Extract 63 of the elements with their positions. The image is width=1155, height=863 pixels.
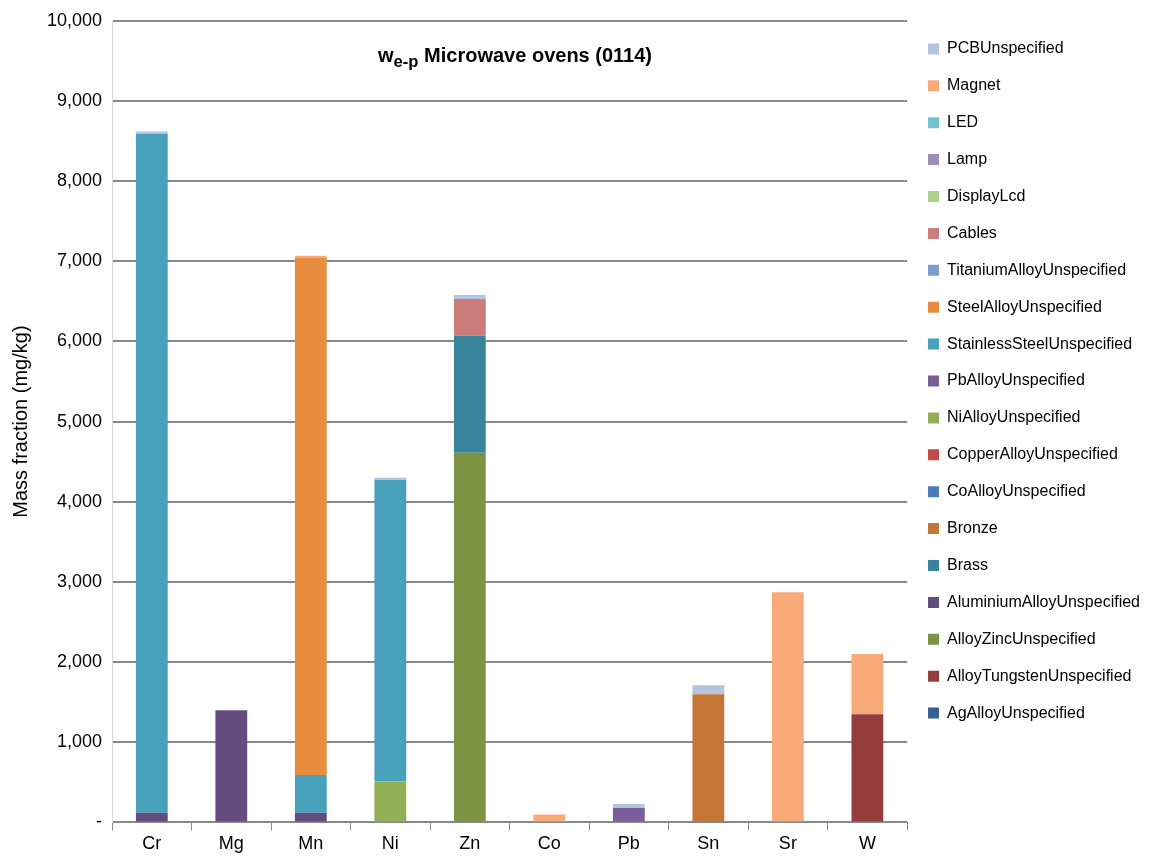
bar	[294, 258, 327, 776]
bar	[453, 294, 486, 299]
y-tick-label: 6,000	[57, 330, 103, 351]
legend-label: PCBUnspecified	[947, 39, 1064, 57]
x-tick-label: W	[858, 833, 876, 854]
legend-label: Bronze	[947, 519, 998, 537]
bar	[374, 480, 407, 782]
legend-label: StainlessSteelUnspecified	[947, 334, 1133, 352]
text: w$_{e-p}$ Microwave ovens (0114)	[377, 44, 653, 72]
legend-label: AlloyZincUnspecified	[947, 629, 1096, 647]
bar	[294, 812, 327, 822]
bar	[135, 812, 168, 822]
y-tick-label: 3,000	[57, 570, 103, 591]
bar	[612, 803, 645, 808]
legend-label: TitaniumAlloyUnspecified	[947, 260, 1127, 278]
legend-label: LED	[947, 113, 979, 131]
y-tick-label: -	[96, 811, 103, 832]
legend-label: NiAlloyUnspecified	[947, 408, 1081, 426]
x-tick-label: Sr	[778, 833, 797, 854]
y-tick-label: 9,000	[57, 89, 103, 110]
legend-label: CopperAlloyUnspecified	[947, 445, 1118, 463]
x-tick-label: Mn	[298, 833, 324, 854]
legend-label: Cables	[947, 223, 997, 241]
legend-label: CoAlloyUnspecified	[947, 482, 1086, 500]
x-tick-label: Mg	[218, 833, 244, 854]
x-tick-label: Pb	[617, 833, 640, 854]
bar	[771, 592, 804, 822]
x-tick-label: Ni	[381, 833, 399, 854]
x-tick-label: Zn	[459, 833, 481, 854]
bar	[135, 133, 168, 813]
y-tick-label: 5,000	[57, 410, 103, 431]
bar	[453, 335, 486, 453]
legend-label: AluminiumAlloyUnspecified	[947, 592, 1140, 610]
bar	[294, 775, 327, 813]
bar	[533, 814, 566, 822]
bar	[612, 807, 645, 822]
bar	[692, 685, 725, 695]
x-tick-label: Sn	[697, 833, 720, 854]
bar	[851, 654, 884, 715]
legend-label: SteelAlloyUnspecified	[947, 297, 1102, 315]
bar	[851, 714, 884, 822]
legend-label: AlloyTungstenUnspecified	[947, 666, 1132, 684]
y-tick-label: 10,000	[46, 9, 103, 30]
y-tick-label: 8,000	[57, 170, 103, 191]
bar	[453, 452, 486, 822]
legend-label: Magnet	[947, 76, 1001, 94]
y-tick-label: 1,000	[57, 731, 103, 752]
bar	[135, 131, 168, 134]
legend-label: PbAlloyUnspecified	[947, 371, 1085, 389]
bar	[692, 694, 725, 822]
y-tick-label: 4,000	[57, 490, 103, 511]
y-tick-label: 7,000	[57, 250, 103, 271]
legend-label: AgAlloyUnspecified	[947, 703, 1085, 721]
bar	[374, 781, 407, 822]
y-axis-title: Mass fraction (mg/kg)	[8, 325, 31, 518]
legend-label: Brass	[947, 555, 988, 573]
y-tick-label: 2,000	[57, 651, 103, 672]
legend-label: Lamp	[947, 150, 988, 168]
x-tick-label: Co	[537, 833, 561, 854]
bar	[215, 710, 248, 822]
x-tick-label: Cr	[142, 833, 162, 854]
legend-label: DisplayLcd	[947, 186, 1026, 204]
bar	[453, 298, 486, 336]
